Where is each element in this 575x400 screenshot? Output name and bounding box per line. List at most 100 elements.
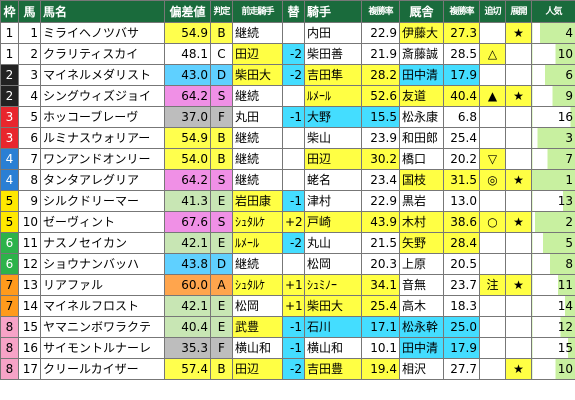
stable-rate-cell: 20.2	[443, 148, 480, 170]
header-ninki[interactable]: 人気	[531, 0, 575, 23]
ninki-cell: 12	[531, 316, 575, 338]
header-name[interactable]: 馬名	[40, 0, 165, 23]
swap-cell: +2	[282, 211, 305, 233]
table-row[interactable]: 6 11 ナスノセイカン 42.1 E ﾙﾒｰﾙ -2 丸山 21.5 矢野 28.4 5	[0, 232, 575, 254]
stable-cell: 斎藤誠	[399, 43, 444, 65]
horse-name: クリールカイザー	[40, 358, 165, 380]
header-swap[interactable]: 替	[282, 0, 305, 23]
oikiri-cell: ▲	[479, 85, 506, 107]
uma-cell: 8	[18, 169, 41, 191]
stable-cell: 田中清	[399, 64, 444, 86]
stable-cell: 松永康	[399, 106, 444, 128]
jockey-rate-cell: 34.1	[361, 274, 400, 296]
jockey-rate-cell: 25.4	[361, 295, 400, 317]
score-cell: 54.9	[164, 127, 211, 149]
prev-jockey-cell: 継続	[232, 22, 283, 44]
jockey-rate-cell: 15.5	[361, 106, 400, 128]
swap-cell	[282, 85, 305, 107]
score-cell: 67.6	[164, 211, 211, 233]
table-row[interactable]: 2 4 シングウィズジョイ 64.2 S 継続 ﾙﾒｰﾙ 52.6 友道 40.4 ▲ ★ 9	[0, 85, 575, 107]
tenkai-cell: ★	[505, 85, 532, 107]
score-cell: 41.3	[164, 190, 211, 212]
ninki-cell: 11	[531, 274, 575, 296]
ninki-cell: 13	[531, 190, 575, 212]
jockey-cell: 横山和	[304, 337, 362, 359]
horse-name: マイネルメダリスト	[40, 64, 165, 86]
ninki-cell: 5	[531, 232, 575, 254]
header-score[interactable]: 偏差値	[164, 0, 211, 23]
horse-name: リアファル	[40, 274, 165, 296]
tenkai-cell: ★	[505, 22, 532, 44]
table-row[interactable]: 8 16 サイモントルナーレ 35.3 F 横山和 -1 横山和 10.1 田中清 17.9 15	[0, 337, 575, 359]
table-row[interactable]: 6 12 ショウナンバッハ 43.8 D 継続 松岡 20.3 上原 20.5 8	[0, 253, 575, 275]
stable-rate-cell: 25.4	[443, 127, 480, 149]
jockey-rate-cell: 17.1	[361, 316, 400, 338]
swap-cell	[282, 253, 305, 275]
jockey-rate-cell: 22.9	[361, 190, 400, 212]
header-grade[interactable]: 判定	[210, 0, 233, 23]
stable-cell: 音無	[399, 274, 444, 296]
uma-cell: 6	[18, 127, 41, 149]
header-tenkai[interactable]: 展開	[505, 0, 532, 23]
score-cell: 42.1	[164, 232, 211, 254]
jockey-cell: ｼｭﾐﾉｰ	[304, 274, 362, 296]
header-jockey[interactable]: 騎手	[304, 0, 362, 23]
stable-cell: 上原	[399, 253, 444, 275]
horse-name: ショウナンバッハ	[40, 253, 165, 275]
waku-cell: 6	[0, 253, 19, 275]
waku-cell: 4	[0, 169, 19, 191]
jockey-cell: 内田	[304, 22, 362, 44]
table-row[interactable]: 3 5 ホッコーブレーヴ 37.0 F 丸田 -1 大野 15.5 松永康 6.8 16	[0, 106, 575, 128]
header-stable[interactable]: 厩舎	[399, 0, 444, 23]
table-row[interactable]: 1 2 クラリティスカイ 48.1 C 田辺 -2 柴田善 21.9 斎藤誠 28.5 △ 10	[0, 43, 575, 65]
oikiri-cell	[479, 106, 506, 128]
horse-name: サイモントルナーレ	[40, 337, 165, 359]
header-stable-rate[interactable]: 複勝率	[443, 0, 480, 23]
jockey-rate-cell: 30.2	[361, 148, 400, 170]
uma-cell: 15	[18, 316, 41, 338]
stable-rate-cell: 27.7	[443, 358, 480, 380]
oikiri-cell	[479, 22, 506, 44]
table-row[interactable]: 7 14 マイネルフロスト 42.1 E 松岡 +1 柴田大 25.4 高木 18.3 14	[0, 295, 575, 317]
score-cell: 48.1	[164, 43, 211, 65]
horse-name: マイネルフロスト	[40, 295, 165, 317]
header-waku[interactable]: 枠	[0, 0, 19, 23]
stable-cell: 伊藤大	[399, 22, 444, 44]
swap-cell: -1	[282, 337, 305, 359]
waku-cell: 1	[0, 22, 19, 44]
waku-cell: 1	[0, 43, 19, 65]
table-row[interactable]: 5 9 シルクドリーマー 41.3 E 岩田康 -1 津村 22.9 黒岩 13.0 13	[0, 190, 575, 212]
oikiri-cell	[479, 64, 506, 86]
table-row[interactable]: 7 13 リアファル 60.0 A ｼｭﾀﾙｹ +1 ｼｭﾐﾉｰ 34.1 音無 23.7 注 ★ 11	[0, 274, 575, 296]
oikiri-cell: ◎	[479, 169, 506, 191]
tenkai-cell: ★	[505, 274, 532, 296]
ninki-cell: 8	[531, 253, 575, 275]
stable-rate-cell: 18.3	[443, 295, 480, 317]
ninki-cell: 9	[531, 85, 575, 107]
table-row[interactable]: 5 10 ゼーヴィント 67.6 S ｼｭﾀﾙｹ +2 戸崎 43.9 木村 38.6 ○ ★ 2	[0, 211, 575, 233]
jockey-cell: 石川	[304, 316, 362, 338]
header-oikiri[interactable]: 追切	[479, 0, 506, 23]
stable-rate-cell: 38.6	[443, 211, 480, 233]
table-row[interactable]: 4 7 ワンアンドオンリー 54.0 B 継続 田辺 30.2 橋口 20.2 ▽ 7	[0, 148, 575, 170]
table-row[interactable]: 1 1 ミライヘノツバサ 54.9 B 継続 内田 22.9 伊藤大 27.3 ★ 4	[0, 22, 575, 44]
header-jockey-rate[interactable]: 複勝率	[361, 0, 400, 23]
uma-cell: 12	[18, 253, 41, 275]
uma-cell: 10	[18, 211, 41, 233]
score-cell: 43.8	[164, 253, 211, 275]
grade-cell: E	[210, 190, 233, 212]
prev-jockey-cell: ｼｭﾀﾙｹ	[232, 211, 283, 233]
stable-cell: 友道	[399, 85, 444, 107]
table-row[interactable]: 4 8 タンタアレグリア 64.2 S 継続 蛯名 23.4 国枝 31.5 ◎ ★ 1	[0, 169, 575, 191]
waku-cell: 6	[0, 232, 19, 254]
swap-cell: -1	[282, 106, 305, 128]
header-uma[interactable]: 馬	[18, 0, 41, 23]
table-row[interactable]: 2 3 マイネルメダリスト 43.0 D 柴田大 -2 吉田隼 28.2 田中清 17.9 6	[0, 64, 575, 86]
table-row[interactable]: 8 15 ヤマニンボワラクテ 40.4 E 武豊 -1 石川 17.1 松永幹 25.0 12	[0, 316, 575, 338]
table-row[interactable]: 8 17 クリールカイザー 57.4 B 田辺 -2 吉田豊 19.4 相沢 27.7 ★ 10	[0, 358, 575, 380]
stable-rate-cell: 17.9	[443, 337, 480, 359]
header-prev-jockey[interactable]: 前走騎手	[232, 0, 283, 23]
oikiri-cell	[479, 316, 506, 338]
table-row[interactable]: 3 6 ルミナスウォリアー 54.9 B 継続 柴山 23.9 和田郎 25.4 3	[0, 127, 575, 149]
score-cell: 43.0	[164, 64, 211, 86]
